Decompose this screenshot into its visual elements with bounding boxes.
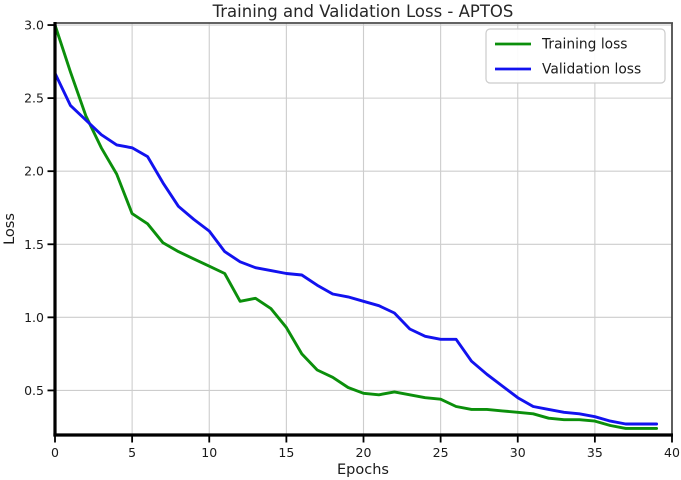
legend: Training loss Validation loss	[485, 28, 666, 84]
chart-title: Training and Validation Loss - APTOS	[212, 2, 514, 21]
validation-loss-line	[53, 71, 659, 426]
x-tick-label: 20	[356, 445, 372, 460]
x-tick-label: 40	[664, 445, 680, 460]
y-tick-label: 1.0	[24, 310, 44, 325]
y-tick-label: 3.0	[24, 18, 44, 33]
y-tick-label: 1.5	[24, 237, 44, 252]
axis-ticks	[47, 24, 673, 443]
x-tick-label: 35	[587, 445, 603, 460]
training-loss-line	[53, 23, 659, 430]
y-tick-label: 0.5	[24, 383, 44, 398]
x-tick-label: 15	[278, 445, 294, 460]
y-axis-label: Loss	[2, 213, 18, 245]
x-tick-label: 25	[433, 445, 449, 460]
legend-label-validation: Validation loss	[542, 62, 641, 78]
x-tick-label: 0	[51, 445, 59, 460]
y-tick-label: 2.0	[24, 164, 44, 179]
series-lines	[53, 23, 659, 430]
axes-spines	[53, 22, 673, 437]
legend-label-training: Training loss	[541, 37, 627, 53]
x-tick-label: 30	[510, 445, 526, 460]
tick-labels: 0 5 10 15 20 25 30 35 40 0.5 1.0 1.5 2.0 2.5 3.0	[24, 18, 680, 460]
x-tick-label: 10	[201, 445, 217, 460]
x-axis-label: Epochs	[337, 462, 389, 478]
y-tick-label: 2.5	[24, 91, 44, 106]
gridlines	[54, 23, 673, 435]
x-tick-label: 5	[128, 445, 136, 460]
